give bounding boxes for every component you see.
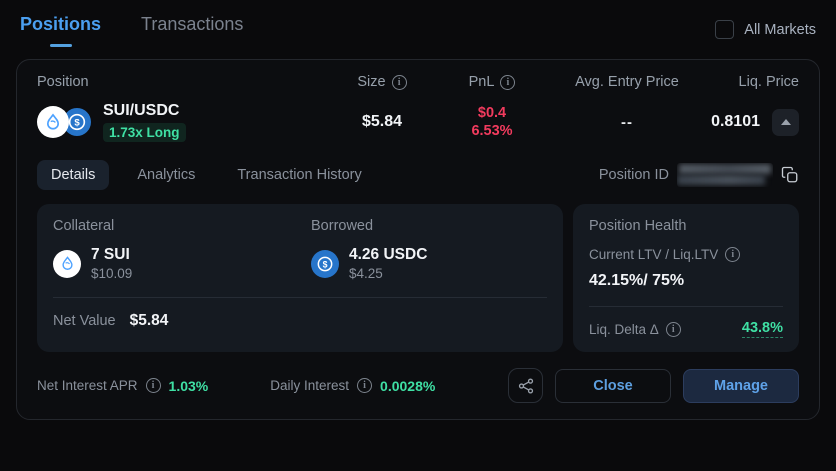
top-tab-list: Positions Transactions [20,14,243,45]
borrowed-amounts: 4.26 USDC $4.25 [349,246,427,281]
borrowed-column: Borrowed $ 4.26 USDC $4.25 [311,218,427,281]
borrowed-usd: $4.25 [349,266,383,281]
liq-delta-value[interactable]: 43.8% [741,320,783,338]
daily-interest-group: Daily Interest i 0.0028% [270,378,435,394]
position-health-panel: Position Health Current LTV / Liq.LTV i … [572,204,799,352]
tab-transactions[interactable]: Transactions [141,14,244,34]
info-icon[interactable]: i [391,74,407,90]
card-footer: Net Interest APR i 1.03% Daily Interest … [37,368,799,403]
col-size-label: Size [357,74,386,90]
ltv-label-row: Current LTV / Liq.LTV i [589,247,783,262]
all-markets-checkbox[interactable] [715,20,735,39]
pair-cell: $ SUI/USDC 1.73x Long [37,102,327,142]
info-icon[interactable]: i [665,321,681,337]
sui-token-icon [53,249,81,278]
borrowed-label: Borrowed [311,218,374,234]
net-interest-value: 1.03% [168,377,209,394]
position-row: $ SUI/USDC 1.73x Long $5.84 $0.4 6.53% -… [37,102,799,142]
detail-panels: Collateral 7 SUI $10.09 Borrowed [37,204,799,352]
avg-entry-value: -- [621,113,633,131]
net-interest-group: Net Interest APR i 1.03% [37,378,208,394]
detail-tab-list: Details Analytics Transaction History [37,160,376,190]
manage-button[interactable]: Manage [683,368,799,403]
svg-text:$: $ [323,259,328,269]
tab-analytics[interactable]: Analytics [137,167,196,183]
net-value: $5.84 [129,312,169,329]
liq-price-value: 0.8101 [711,113,760,130]
collateral-asset-row: 7 SUI $10.09 [53,246,311,281]
usdc-token-icon: $ [311,249,339,278]
pair-info: SUI/USDC 1.73x Long [103,102,186,142]
share-button[interactable] [508,368,543,403]
collateral-amount: 7 SUI [91,246,130,263]
collateral-label: Collateral [53,218,115,234]
share-icon [518,378,533,393]
ltv-value: 42.15%/ 75% [588,272,685,289]
collateral-amounts: 7 SUI $10.09 [91,246,132,281]
position-id-group: Position ID [599,163,799,187]
ltv-label: Current LTV / Liq.LTV [588,247,719,262]
position-id-redacted-value [677,163,773,187]
top-bar: Positions Transactions All Markets [0,0,836,45]
daily-interest-value: 0.0028% [380,377,436,394]
size-value: $5.84 [361,113,403,130]
all-markets-label: All Markets [744,21,816,38]
col-liq-price: Liq. Price [738,74,799,90]
leverage-badge: 1.73x Long [103,123,186,142]
copy-icon[interactable] [781,166,799,184]
borrowed-asset-row: $ 4.26 USDC $4.25 [311,246,427,281]
position-id-label: Position ID [598,167,669,183]
liq-delta-label-group: Liq. Delta Δ i [588,321,681,337]
borrowed-amount: 4.26 USDC [349,246,428,263]
token-pair-icons: $ [37,106,93,138]
info-icon[interactable]: i [145,378,161,393]
footer-actions: Close Manage [508,368,799,403]
chevron-up-icon [780,119,791,125]
liq-delta-row: Liq. Delta Δ i 43.8% [589,320,783,338]
position-card: Position Size i PnL i Avg. Entry Price L… [16,59,820,420]
col-position: Position [37,74,89,90]
position-health-title: Position Health [588,218,687,234]
tab-positions[interactable]: Positions [20,14,101,45]
pnl-usd: $0.4 [477,104,507,121]
tab-details[interactable]: Details [37,160,110,190]
col-pnl-label: PnL [468,74,495,90]
svg-text:$: $ [74,118,80,129]
collateral-borrowed-columns: Collateral 7 SUI $10.09 Borrowed [53,218,547,281]
net-value-row: Net Value $5.84 [53,312,547,330]
tab-transaction-history[interactable]: Transaction History [237,167,362,183]
pnl-percent: 6.53% [471,123,513,139]
collapse-row-button[interactable] [772,108,799,136]
column-header-row: Position Size i PnL i Avg. Entry Price L… [37,74,799,90]
daily-interest-label: Daily Interest [270,378,350,393]
pair-name: SUI/USDC [103,102,180,119]
collateral-borrowed-panel: Collateral 7 SUI $10.09 Borrowed [37,204,563,352]
info-icon[interactable]: i [500,74,516,90]
col-pnl: PnL i [437,74,547,90]
pnl-cell: $0.4 6.53% [437,104,547,140]
col-size: Size i [327,74,437,90]
col-avg-entry: Avg. Entry Price [575,74,679,90]
close-button[interactable]: Close [555,368,671,403]
panel-divider [588,306,783,307]
net-interest-label: Net Interest APR [37,378,138,393]
net-value-label: Net Value [53,313,116,329]
panel-divider [53,297,547,298]
collateral-usd: $10.09 [91,266,133,281]
detail-tabs-row: Details Analytics Transaction History Po… [37,160,799,190]
collateral-column: Collateral 7 SUI $10.09 [53,218,311,281]
liq-delta-label: Liq. Delta Δ [588,321,659,337]
info-icon[interactable]: i [725,247,741,262]
liq-price-cell: 0.8101 [707,108,799,136]
all-markets-toggle[interactable]: All Markets [715,20,816,39]
info-icon[interactable]: i [357,378,373,393]
sui-token-icon [37,106,69,138]
